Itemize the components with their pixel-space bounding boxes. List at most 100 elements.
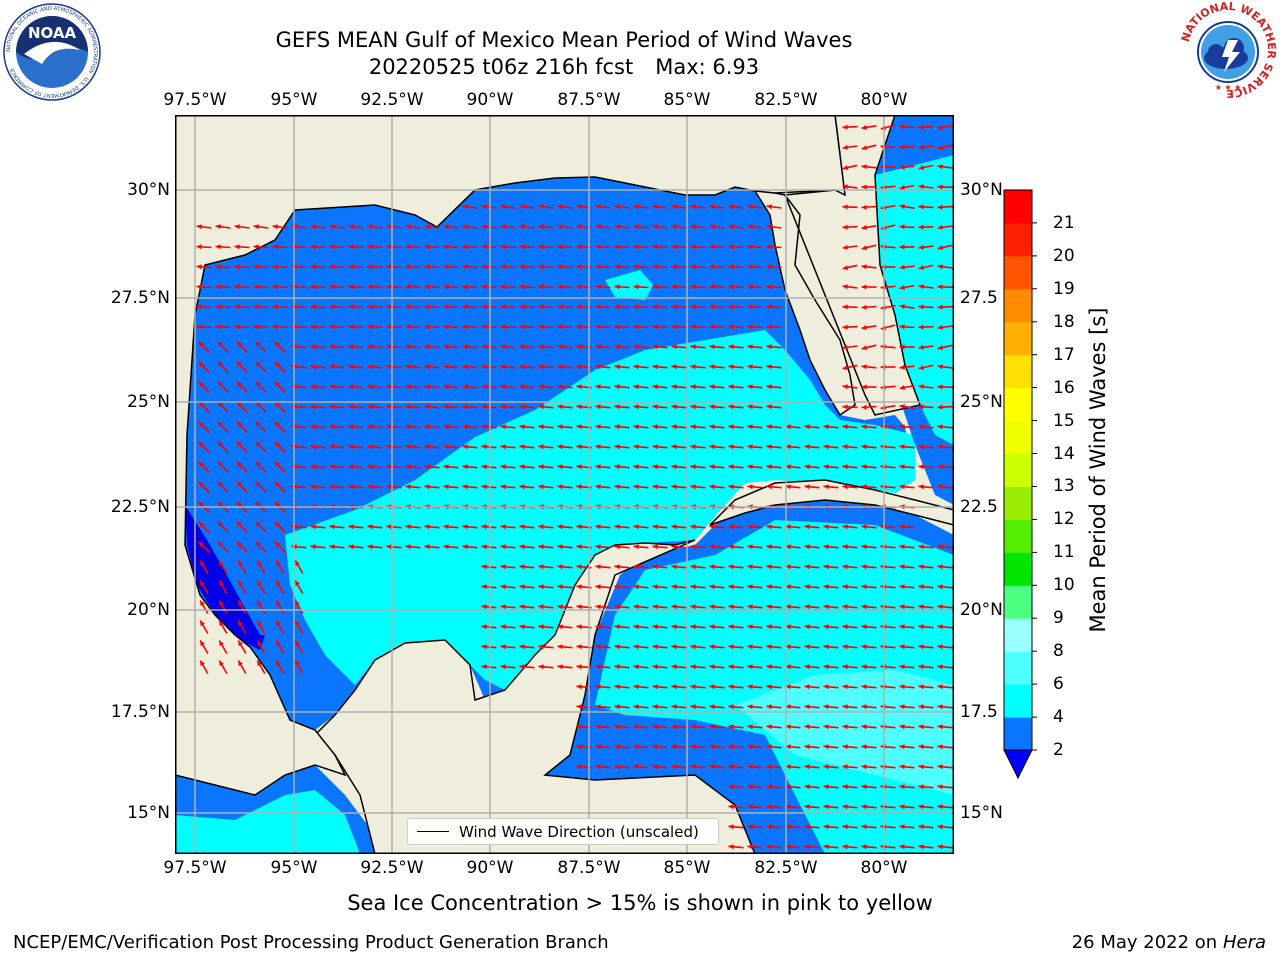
- low-period-patch: [185, 505, 265, 650]
- wind-arrow-head: [481, 664, 487, 670]
- wind-arrow-head: [652, 604, 658, 610]
- wind-arrow-head: [785, 424, 791, 430]
- colorbar-band: [1004, 190, 1032, 224]
- wind-arrow-head: [804, 464, 810, 470]
- wind-arrow-head: [652, 724, 658, 730]
- wind-arrow-head: [747, 284, 753, 290]
- colorbar-band: [1004, 486, 1032, 520]
- wind-arrow-head: [519, 604, 525, 610]
- wind-arrow-head: [462, 424, 468, 430]
- wind-arrow-head: [918, 624, 924, 630]
- wind-arrow-head: [614, 584, 620, 590]
- wind-arrow-head: [538, 484, 544, 490]
- wind-arrow-head: [918, 365, 925, 370]
- wind-arrow-head: [236, 461, 242, 467]
- wind-arrow-head: [633, 684, 639, 690]
- wind-arrow-head: [823, 464, 829, 470]
- wind-arrow-head: [274, 421, 280, 427]
- wind-arrow-head: [595, 484, 601, 490]
- wind-arrow-head: [918, 324, 924, 330]
- wind-arrow-head: [462, 264, 468, 270]
- wind-arrow-head: [633, 404, 639, 410]
- wind-arrow-head: [272, 244, 278, 250]
- wind-arrow-head: [595, 384, 601, 390]
- wind-arrow-head: [405, 524, 411, 530]
- wind-arrow-head: [747, 324, 753, 330]
- wind-arrow-head: [709, 644, 715, 650]
- wind-arrow-head: [595, 704, 601, 710]
- wind-arrow-head: [918, 284, 924, 290]
- colorbar-extend-arrow: [1003, 749, 1033, 780]
- wind-arrow-head: [500, 644, 506, 650]
- wind-arrow-head: [219, 580, 224, 587]
- wind-arrow-head: [766, 844, 772, 850]
- wind-arrow-head: [234, 264, 240, 270]
- lon-tick-bottom: 80°W: [860, 858, 908, 878]
- wind-arrow-head: [671, 744, 677, 750]
- wind-arrow-head: [198, 381, 204, 387]
- wind-arrow-head: [614, 304, 620, 310]
- wind-arrow-head: [557, 644, 563, 650]
- wind-arrow-head: [462, 284, 468, 290]
- wind-arrow-head: [823, 784, 829, 790]
- wind-arrow-head: [690, 524, 696, 530]
- wind-arrow-head: [861, 124, 867, 130]
- wind-arrow-head: [690, 584, 696, 590]
- wind-arrow-head: [310, 464, 316, 470]
- wind-arrow-head: [595, 764, 601, 770]
- wind-arrow-head: [690, 704, 696, 710]
- wind-arrow-head: [652, 664, 658, 670]
- wind-arrow-head: [842, 664, 848, 670]
- wind-arrow-head: [937, 345, 944, 350]
- wind-arrow-head: [576, 304, 582, 310]
- wind-arrow-head: [918, 224, 924, 230]
- wave-period-map: [175, 115, 954, 854]
- wind-arrow-head: [405, 424, 411, 430]
- wind-arrow-head: [557, 484, 563, 490]
- wind-arrow-head: [443, 224, 449, 230]
- wind-arrow-head: [937, 724, 943, 730]
- wind-arrow-head: [595, 224, 601, 230]
- wind-arrow-head: [823, 704, 829, 710]
- wind-arrow-head: [500, 304, 506, 310]
- wind-arrow-head: [861, 584, 867, 590]
- wind-arrow-head: [709, 304, 715, 310]
- wind-arrow-head: [633, 624, 639, 630]
- wind-arrow-head: [462, 484, 468, 490]
- wind-arrow-head: [633, 764, 639, 770]
- wind-arrow-head: [785, 724, 791, 730]
- wind-arrow-head: [747, 344, 753, 350]
- wind-arrow-head: [766, 324, 772, 330]
- wind-arrow-head: [785, 664, 791, 670]
- wind-arrow-head: [937, 764, 943, 770]
- wind-arrow-head: [595, 264, 601, 270]
- wind-arrow-head: [310, 444, 316, 450]
- wind-arrow-head: [671, 204, 677, 210]
- noaa-logo: NATIONAL OCEANIC AND ATMOSPHERIC ADMINIS…: [3, 3, 101, 101]
- wind-arrow-head: [671, 304, 677, 310]
- wind-arrow-head: [842, 844, 848, 850]
- wind-arrow-head: [500, 264, 506, 270]
- wind-arrow-head: [899, 524, 905, 530]
- wind-arrow-head: [519, 644, 525, 650]
- wind-arrow-head: [576, 764, 582, 770]
- wind-arrow-head: [842, 724, 848, 730]
- wind-arrow-head: [557, 444, 563, 450]
- lat-tick-left: 20°N: [127, 600, 170, 620]
- wind-arrow-head: [310, 244, 316, 250]
- wind-arrow-head: [671, 324, 677, 330]
- wind-arrow-head: [538, 384, 544, 390]
- wind-arrow-head: [215, 284, 221, 290]
- wind-arrow-head: [462, 224, 468, 230]
- wind-arrow-head: [766, 544, 772, 550]
- wind-arrow-head: [424, 304, 430, 310]
- wind-arrow-head: [405, 264, 411, 270]
- wind-arrow-head: [671, 564, 677, 570]
- colorbar-tick-label: 2: [1053, 740, 1064, 760]
- wind-arrow-head: [823, 524, 829, 530]
- wind-arrow-head: [405, 304, 411, 310]
- wind-arrow-head: [842, 184, 848, 190]
- wind-arrow-head: [348, 244, 354, 250]
- wind-arrow-head: [310, 484, 316, 490]
- wind-arrow-head: [804, 424, 810, 430]
